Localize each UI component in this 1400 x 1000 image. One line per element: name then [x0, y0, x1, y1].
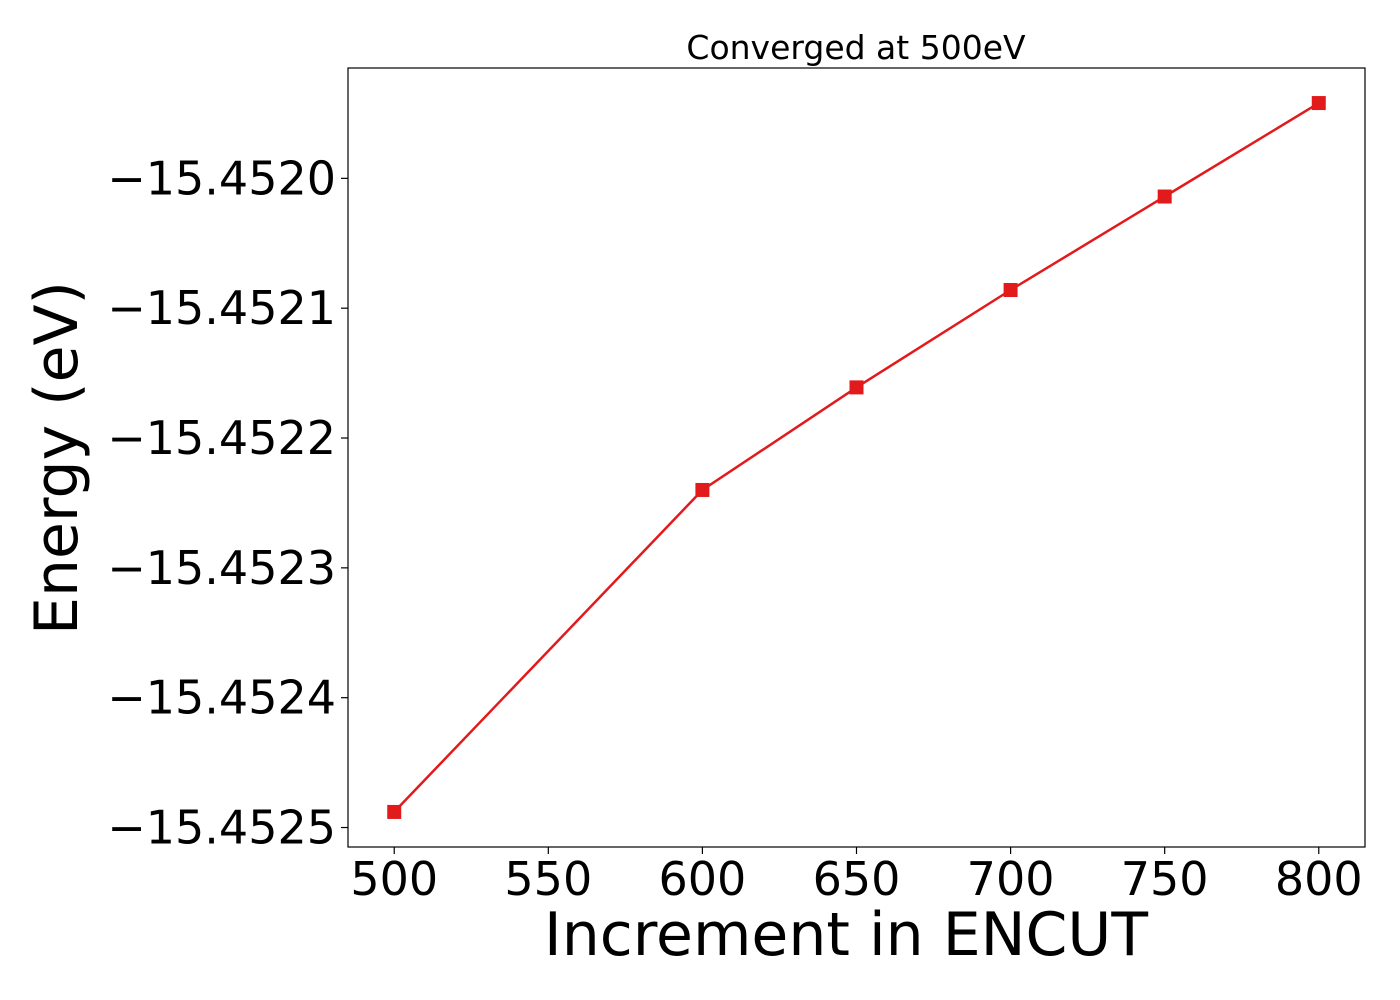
data-point-marker [849, 380, 864, 395]
series-markers [387, 96, 1326, 819]
x-tick-label: 700 [967, 852, 1055, 906]
series-line [393, 102, 1320, 813]
chart-title: Converged at 500eV [686, 28, 1026, 67]
x-tick-label: 500 [350, 852, 438, 906]
x-axis-label: Increment in ENCUT [544, 900, 1148, 970]
y-tick-label: −15.4525 [107, 801, 336, 855]
x-tick-label: 750 [1121, 852, 1209, 906]
data-point-marker [387, 804, 402, 819]
data-point-marker [1003, 283, 1018, 298]
y-tick-label: −15.4521 [107, 281, 336, 335]
x-tick-label: 650 [813, 852, 901, 906]
data-point-marker [695, 482, 710, 497]
y-tick-label: −15.4523 [107, 541, 336, 595]
x-axis-ticks: 500 550 600 650 700 750 800 [350, 847, 1363, 906]
x-tick-label: 600 [659, 852, 747, 906]
y-axis-label: Energy (eV) [22, 281, 92, 635]
y-axis-ticks: −15.4525 −15.4524 −15.4523 −15.4522 −15.4521… [107, 151, 348, 855]
x-tick-label: 550 [504, 852, 592, 906]
x-tick-label: 800 [1275, 852, 1363, 906]
plot-area-frame [347, 67, 1366, 848]
data-point-marker [1157, 189, 1172, 204]
y-tick-label: −15.4522 [107, 411, 336, 465]
data-point-marker [1311, 96, 1326, 111]
y-tick-label: −15.4520 [107, 151, 336, 205]
y-tick-label: −15.4524 [107, 671, 336, 725]
